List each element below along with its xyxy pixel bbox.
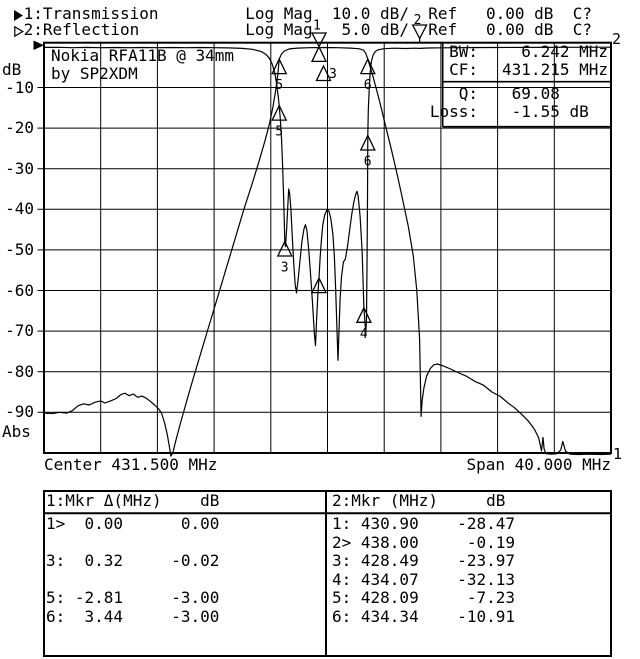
marker1-trace1-triangle-icon[interactable] [310,45,328,63]
marker1-trace2-triangle-icon[interactable] [310,276,328,294]
marker5-trace2-triangle-icon[interactable] [271,104,288,121]
marker2-top-triangle-icon[interactable] [411,24,428,40]
marker5-trace1-triangle-icon[interactable] [271,57,288,75]
marker-table1-row: 6: 3.44 -3.00 [46,607,220,626]
marker-digit: 6 [364,78,372,93]
y-tick-label: -90 [5,402,34,421]
marker6-trace1-triangle-icon[interactable] [359,57,376,75]
readout-label: Q: [458,84,478,103]
marker-table1-row: 3: 0.32 -0.02 [46,551,220,570]
x-axis-span-label: Span 40.000 MHz [466,455,612,474]
y-tick-label: -80 [5,362,34,381]
readout-value: 69.08 [502,84,608,103]
readout-label: CF: [449,60,478,79]
marker-table2-row: 1: 430.90 -28.47 [332,514,516,533]
y-axis-abs-label: Abs [2,422,31,441]
y-tick-label: -60 [5,281,34,300]
marker-digit: 5 [275,78,283,93]
marker3-trace2-triangle-icon[interactable] [276,240,293,257]
readout-label: BW: [449,42,478,61]
readout-value: 431.215 MHz [502,60,608,79]
marker1-top-triangle-icon[interactable] [310,32,328,48]
readout-label: Loss: [429,102,478,121]
x-axis-center-label: Center 431.500 MHz [44,455,218,474]
marker-table1-row: 1> 0.00 0.00 [46,514,220,533]
marker-digit: 3 [281,261,289,276]
marker-digit: 2 [414,13,422,28]
marker-tables-border [43,490,612,657]
marker-table1-header: 1:Mkr Δ(MHz) dB [46,491,220,510]
trace2-header-line[interactable]: 2:Reflection Log Mag 5.0 dB/ Ref 0.00 dB… [14,20,592,39]
marker3-trace1-triangle-icon[interactable] [315,64,332,82]
trace1-active-arrow-icon [14,10,23,21]
y-axis-unit-label: dB [2,60,22,79]
marker-digit: 3 [329,67,337,82]
y-tick-label: -30 [5,159,34,178]
trace2-inactive-arrow-icon [14,25,24,38]
readout-box [441,42,611,128]
marker4-trace2-triangle-icon[interactable] [355,306,372,323]
marker-digit: 6 [364,155,372,170]
y-tick-label: -50 [5,240,34,259]
marker-table2-row: 5: 428.09 -7.23 [332,588,516,607]
y-tick-label: -70 [5,321,34,340]
marker-table2-row: 4: 434.07 -32.13 [332,570,516,589]
ref-level-arrow-icon [33,40,44,50]
annotation-author: by SP2XDM [51,64,138,83]
trace2-ref-position-marker: 2 [612,30,622,48]
marker-table2-row: 3: 428.49 -23.97 [332,551,516,570]
y-tick-label: -40 [5,199,34,218]
readout-value: 6.242 MHz [502,42,608,61]
marker-table2-row: 2> 438.00 -0.19 [332,533,516,552]
trace1-header-line[interactable]: 1:Transmission Log Mag 10.0 dB/ Ref 0.00… [14,4,592,23]
marker-table2-row: 6: 434.34 -10.91 [332,607,516,626]
plot-border [43,41,612,454]
marker-digit: 4 [360,327,368,342]
marker-digit: 5 [275,125,283,140]
trace-1-transmission [43,46,612,457]
trace1-ref-position-marker: 1 [613,445,623,463]
marker-digit: 1 [313,19,321,34]
y-tick-label: -20 [5,118,34,137]
y-tick-label: -10 [5,78,34,97]
readout-value: -1.55 dB [502,102,608,121]
marker-table2-header: 2:Mkr (MHz) dB [332,491,506,510]
marker-table1-row: 5: -2.81 -3.00 [46,588,220,607]
marker6-trace2-triangle-icon[interactable] [359,134,376,151]
annotation-device: Nokia RFA11B @ 34mm [51,46,235,65]
